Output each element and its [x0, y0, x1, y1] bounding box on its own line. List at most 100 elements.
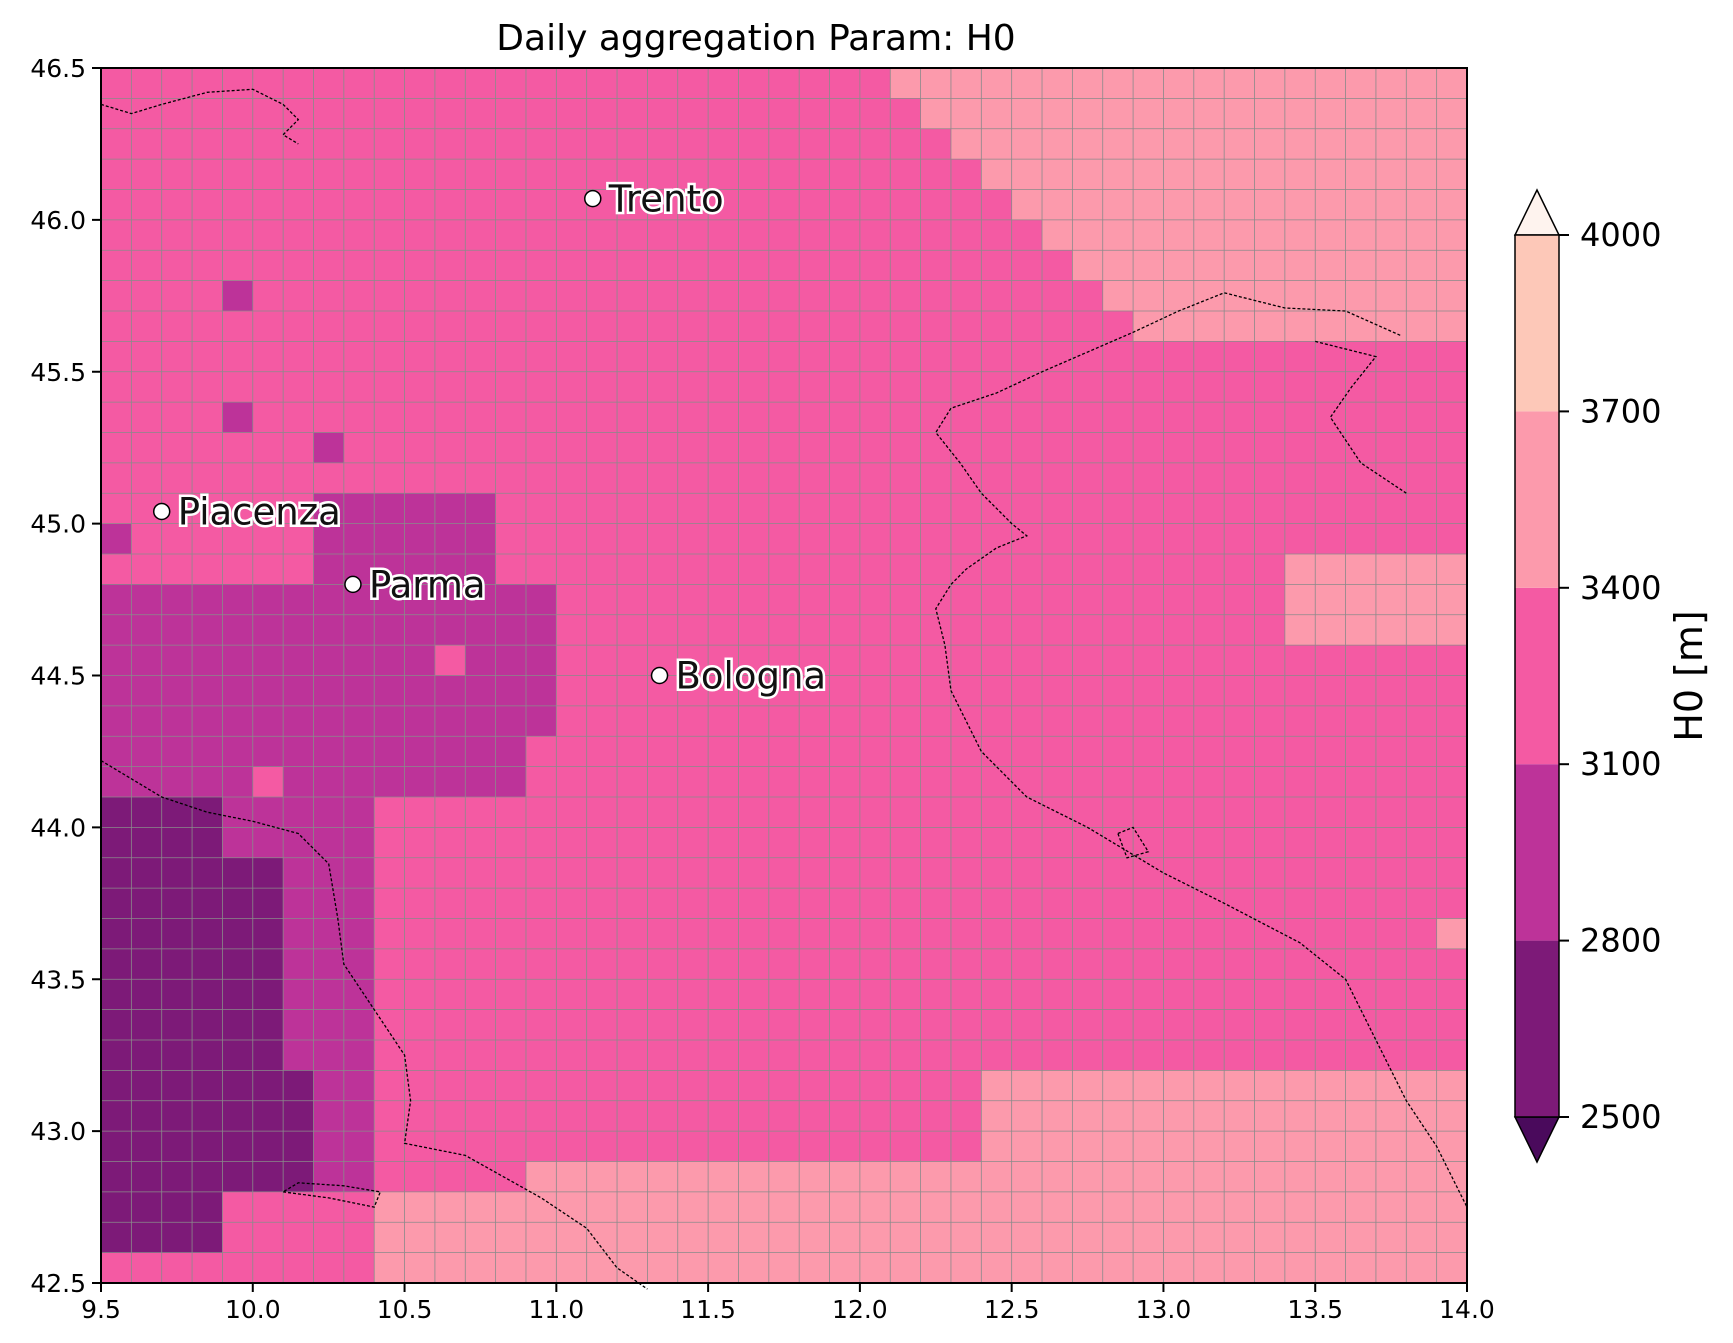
heatmap-cell [252, 1100, 284, 1132]
heatmap-cell [434, 311, 466, 342]
heatmap-cell [161, 432, 193, 464]
heatmap-cell [890, 311, 921, 342]
heatmap-cell [434, 1252, 466, 1284]
heatmap-cell [1133, 888, 1164, 919]
heatmap-cell [859, 948, 891, 980]
heatmap-cell [192, 675, 223, 707]
heatmap-cell [1315, 1009, 1346, 1041]
heatmap-cell [313, 219, 345, 251]
heatmap-cell [404, 705, 436, 737]
heatmap-cell [1375, 1161, 1407, 1193]
heatmap-cell [101, 1161, 132, 1193]
heatmap-cell [738, 979, 770, 1011]
heatmap-cell [101, 68, 132, 99]
heatmap-cell [313, 402, 345, 433]
heatmap-cell [677, 857, 709, 889]
heatmap-cell [799, 128, 830, 160]
heatmap-cell [1072, 1070, 1104, 1102]
heatmap-cell [161, 1252, 193, 1284]
heatmap-cell [920, 1009, 952, 1041]
heatmap-cell [1072, 68, 1104, 99]
heatmap-cell [404, 341, 436, 373]
heatmap-cell [343, 189, 375, 221]
heatmap-cell [343, 250, 375, 282]
heatmap-cell [950, 1100, 982, 1132]
heatmap-cell [617, 1161, 648, 1193]
heatmap-cell [890, 462, 921, 494]
heatmap-cell [890, 128, 921, 160]
heatmap-cell [192, 1100, 223, 1132]
heatmap-cell [1133, 128, 1164, 160]
heatmap-cell [1042, 371, 1073, 403]
heatmap-cell [1102, 888, 1134, 919]
heatmap-cell [950, 1009, 982, 1041]
heatmap-cell [708, 766, 739, 798]
heatmap-cell [950, 1191, 982, 1223]
heatmap-cell [404, 827, 436, 859]
heatmap-cell [859, 1131, 891, 1162]
heatmap-cell [1072, 250, 1104, 282]
heatmap-cell [677, 1191, 709, 1223]
heatmap-cell [617, 705, 648, 737]
heatmap-cell [131, 554, 163, 585]
heatmap-cell [222, 1191, 254, 1223]
heatmap-cell [1315, 189, 1346, 221]
heatmap-cell [859, 554, 891, 585]
heatmap-cell [1315, 341, 1346, 373]
heatmap-cell [1163, 159, 1195, 190]
heatmap-cell [404, 766, 436, 798]
heatmap-cell [525, 311, 557, 342]
heatmap-cell [1133, 462, 1164, 494]
heatmap-cell [890, 432, 921, 464]
heatmap-cell [1072, 614, 1104, 646]
heatmap-cell [950, 523, 982, 555]
heatmap-cell [465, 1040, 497, 1071]
heatmap-cell [1102, 857, 1134, 889]
heatmap-cell [343, 1161, 375, 1193]
heatmap-cell [374, 554, 405, 585]
heatmap-cell [647, 766, 679, 798]
heatmap-cell [859, 432, 891, 464]
heatmap-cell [525, 827, 557, 859]
heatmap-cell [617, 1191, 648, 1223]
heatmap-cell [708, 1070, 739, 1102]
heatmap-cell [1224, 827, 1255, 859]
heatmap-cell [1436, 432, 1468, 464]
heatmap-cell [1315, 280, 1346, 312]
heatmap-cell [1102, 68, 1134, 99]
heatmap-cell [829, 979, 861, 1011]
heatmap-cell [890, 888, 921, 919]
heatmap-cell [890, 827, 921, 859]
heatmap-cell [708, 797, 739, 828]
heatmap-cell [1011, 280, 1043, 312]
heatmap-cell [1072, 98, 1104, 130]
heatmap-cell [1163, 432, 1195, 464]
heatmap-cell [252, 614, 284, 646]
heatmap-cell [647, 1040, 679, 1071]
heatmap-cell [677, 98, 709, 130]
heatmap-cell [283, 189, 314, 221]
heatmap-cell [1284, 1131, 1316, 1162]
x-tick-label: 13.5 [1287, 1295, 1343, 1324]
heatmap-cell [1436, 1009, 1468, 1041]
heatmap-cell [1345, 341, 1377, 373]
heatmap-cell [1436, 584, 1468, 616]
heatmap-cell [556, 1252, 588, 1284]
heatmap-cell [101, 189, 132, 221]
heatmap-cell [313, 1070, 345, 1102]
heatmap-cell [1102, 280, 1134, 312]
heatmap-cell [1254, 189, 1286, 221]
colorbar-tick-label: 3100 [1580, 745, 1661, 783]
heatmap-cell [1011, 979, 1043, 1011]
heatmap-cell [1163, 1070, 1195, 1102]
heatmap-cell [617, 371, 648, 403]
heatmap-cell [708, 341, 739, 373]
heatmap-cell [1284, 250, 1316, 282]
heatmap-cell [101, 1191, 132, 1223]
heatmap-cell [404, 1100, 436, 1132]
heatmap-cell [586, 827, 618, 859]
heatmap-cell [1011, 341, 1043, 373]
heatmap-cell [1193, 159, 1225, 190]
heatmap-cell [768, 1161, 800, 1193]
heatmap-cell [708, 614, 739, 646]
